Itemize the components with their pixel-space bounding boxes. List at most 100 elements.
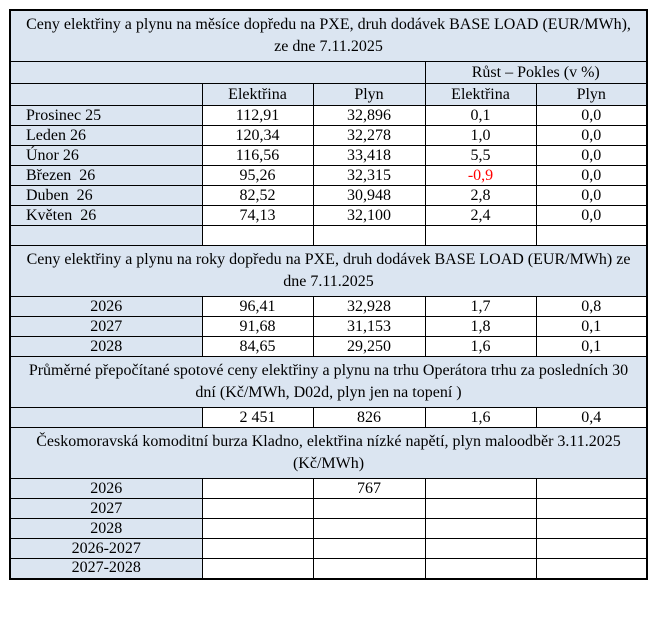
elektrina-cell: 84,65: [201, 336, 314, 357]
row-label: 2026: [9, 296, 203, 317]
row-duben-26: Duben 26 82,52 30,948 2,8 0,0: [9, 185, 648, 206]
elektrina-cell: [201, 538, 314, 559]
row-year-2026: 2026 96,41 32,928 1,7 0,8: [9, 296, 648, 317]
elektrina-cell: 112,91: [201, 105, 314, 126]
empty-cell: [535, 225, 648, 246]
plyn-pct-cell: [535, 478, 648, 499]
spot-section-title: Průměrné přepočítané spotové ceny elektř…: [9, 356, 648, 408]
elektrina-pct-cell: 5,5: [424, 145, 537, 166]
row-label: 2028: [9, 336, 203, 357]
row-cmkb-2027: 2027: [9, 498, 648, 519]
plyn-pct-cell: [535, 558, 648, 579]
plyn-pct-cell: 0,4: [535, 407, 648, 428]
elektrina-pct-cell: 1,6: [424, 336, 537, 357]
row-prosinec-25: Prosinec 25 112,91 32,896 0,1 0,0: [9, 105, 648, 126]
elektrina-cell: 96,41: [201, 296, 314, 317]
empty-cell: [201, 225, 314, 246]
plyn-cell: 31,153: [312, 316, 426, 337]
elektrina-cell: [201, 478, 314, 499]
plyn-cell: [312, 498, 426, 519]
price-table-page: Ceny elektřiny a plynu na měsíce dopředu…: [9, 9, 649, 580]
plyn-cell: 30,948: [312, 185, 426, 206]
row-spot-values: 2 451 826 1,6 0,4: [9, 407, 648, 428]
spot-title-row: Průměrné přepočítané spotové ceny elektř…: [9, 356, 648, 408]
elektrina-pct-cell: [424, 518, 537, 539]
empty-cell: [424, 225, 537, 246]
elektrina-cell: [201, 498, 314, 519]
col-header-elektrina-pct: Elektřina: [424, 83, 537, 106]
elektrina-pct-cell: 1,7: [424, 296, 537, 317]
row-label: 2026: [9, 478, 203, 499]
plyn-pct-cell: 0,0: [535, 125, 648, 146]
row-cmkb-2026: 2026 767: [9, 478, 648, 499]
plyn-cell: [312, 518, 426, 539]
column-headers-row: Elektřina Plyn Elektřina Plyn: [9, 83, 648, 106]
row-label: 2027: [9, 498, 203, 519]
plyn-pct-cell: [535, 538, 648, 559]
row-label: [9, 407, 203, 428]
elektrina-pct-cell: 2,8: [424, 185, 537, 206]
elektrina-cell: 95,26: [201, 165, 314, 186]
elektrina-pct-cell: [424, 498, 537, 519]
plyn-pct-cell: 0,0: [535, 185, 648, 206]
row-label: Duben 26: [9, 185, 203, 206]
elektrina-pct-cell: [424, 478, 537, 499]
row-year-2027: 2027 91,68 31,153 1,8 0,1: [9, 316, 648, 337]
elektrina-cell: [201, 518, 314, 539]
growth-decline-header: Růst – Pokles (v %): [424, 61, 648, 84]
plyn-cell: 767: [312, 478, 426, 499]
monthly-title-row: Ceny elektřiny a plynu na měsíce dopředu…: [9, 9, 648, 62]
col-header-plyn-pct: Plyn: [535, 83, 648, 106]
plyn-pct-cell: 0,0: [535, 205, 648, 226]
elektrina-cell: 91,68: [201, 316, 314, 337]
monthly-section-title: Ceny elektřiny a plynu na měsíce dopředu…: [9, 9, 648, 62]
col-header-elektrina: Elektřina: [201, 83, 314, 106]
row-label: 2027: [9, 316, 203, 337]
elektrina-cell: 2 451: [201, 407, 314, 428]
plyn-pct-cell: 0,1: [535, 316, 648, 337]
row-kveten-26: Květen 26 74,13 32,100 2,4 0,0: [9, 205, 648, 226]
plyn-pct-cell: [535, 518, 648, 539]
elektrina-pct-cell: 2,4: [424, 205, 537, 226]
growth-header-row: Růst – Pokles (v %): [9, 61, 648, 84]
row-cmkb-2026-2027: 2026-2027: [9, 538, 648, 559]
plyn-pct-cell: 0,0: [535, 165, 648, 186]
row-label: 2026-2027: [9, 538, 203, 559]
plyn-cell: [312, 538, 426, 559]
plyn-pct-cell: 0,1: [535, 336, 648, 357]
elektrina-pct-cell: 1,6: [424, 407, 537, 428]
row-year-2028: 2028 84,65 29,250 1,6 0,1: [9, 336, 648, 357]
row-label: Květen 26: [9, 205, 203, 226]
plyn-pct-cell: 0,0: [535, 105, 648, 126]
plyn-cell: 33,418: [312, 145, 426, 166]
col-header-plyn: Plyn: [312, 83, 426, 106]
cmkb-title-row: Českomoravská komoditní burza Kladno, el…: [9, 427, 648, 479]
elektrina-pct-cell: 0,1: [424, 105, 537, 126]
plyn-cell: 32,315: [312, 165, 426, 186]
elektrina-pct-cell-negative: -0,9: [424, 165, 537, 186]
row-label: Prosinec 25: [9, 105, 203, 126]
row-label: Březen 26: [9, 165, 203, 186]
row-brezen-26: Březen 26 95,26 32,315 -0,9 0,0: [9, 165, 648, 186]
row-cmkb-2028: 2028: [9, 518, 648, 539]
energy-prices-table: Ceny elektřiny a plynu na měsíce dopředu…: [9, 9, 649, 580]
empty-spacer-row: [9, 225, 648, 246]
row-label: Únor 26: [9, 145, 203, 166]
plyn-cell: 32,896: [312, 105, 426, 126]
plyn-cell: [312, 558, 426, 579]
plyn-cell: 32,928: [312, 296, 426, 317]
growth-header-spacer: [9, 61, 426, 84]
row-unor-26: Únor 26 116,56 33,418 5,5 0,0: [9, 145, 648, 166]
row-cmkb-2027-2028: 2027-2028: [9, 558, 648, 579]
elektrina-pct-cell: [424, 538, 537, 559]
plyn-pct-cell: 0,0: [535, 145, 648, 166]
plyn-cell: 29,250: [312, 336, 426, 357]
elektrina-cell: [201, 558, 314, 579]
elektrina-cell: 116,56: [201, 145, 314, 166]
plyn-cell: 32,100: [312, 205, 426, 226]
plyn-pct-cell: [535, 498, 648, 519]
empty-cell: [312, 225, 426, 246]
elektrina-pct-cell: 1,0: [424, 125, 537, 146]
col-header-spacer: [9, 83, 203, 106]
elektrina-cell: 120,34: [201, 125, 314, 146]
